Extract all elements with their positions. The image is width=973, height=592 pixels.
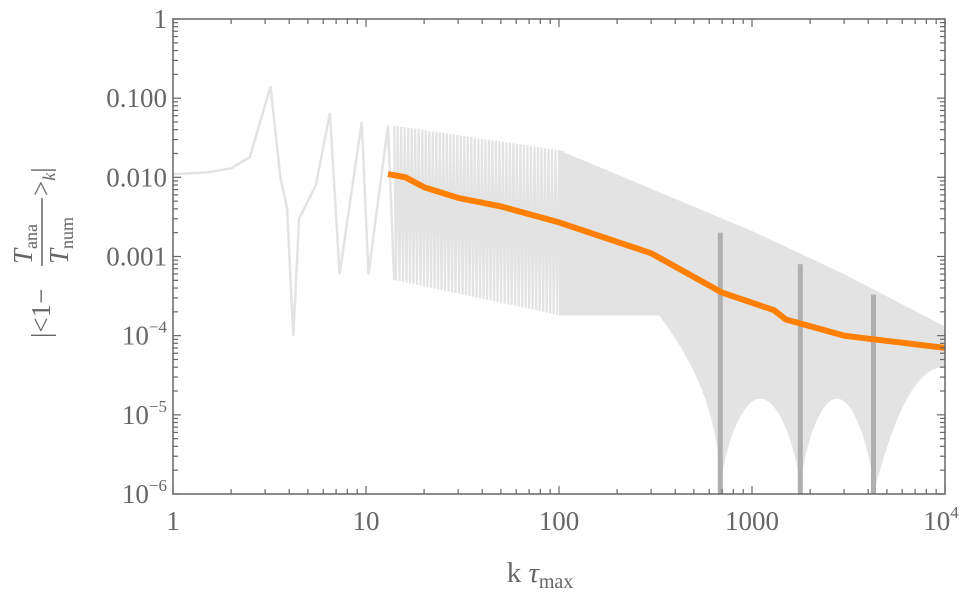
gray-dense-oscillations (393, 125, 564, 316)
gray-oscillation-line (173, 86, 396, 336)
y-axis-label: |<1− Tana Tnum >k| (8, 167, 77, 338)
vertical-marker-bar (797, 264, 803, 494)
x-tick-label: 1 (166, 506, 180, 536)
axis-ticks (172, 18, 946, 495)
y-tick-label: 0.001 (106, 242, 167, 272)
x-tick-label: 10 (353, 506, 380, 536)
y-label-suffix: >k| (26, 167, 59, 196)
gray-filled-band (559, 150, 945, 494)
y-tick-label: 0.010 (106, 162, 167, 192)
y-tick-label: 0.100 (106, 83, 167, 113)
orange-tail-line (785, 318, 945, 350)
x-tick-label: 104 (923, 503, 959, 536)
plot-clip-group (173, 86, 945, 494)
y-label-denominator: Tnum (44, 217, 77, 264)
x-tick-label: 100 (539, 506, 580, 536)
vertical-marker-bar (871, 294, 876, 494)
plot-area (173, 86, 945, 494)
x-label-tau: τ (528, 557, 540, 589)
x-tick-label: 1000 (725, 506, 779, 536)
y-label-numerator: Tana (8, 224, 41, 264)
y-tick-label: 1 (154, 4, 168, 34)
y-tick-label: 10−6 (122, 476, 167, 509)
y-tick-label: 10−4 (122, 318, 168, 351)
y-tick-labels: 1 0.100 0.010 0.001 10−4 10−5 10−6 (106, 4, 167, 509)
vertical-marker-bar (717, 232, 723, 494)
x-label-subscript: max (539, 571, 573, 592)
svg-text:k τmax: k τmax (507, 557, 574, 592)
y-tick-label: 10−5 (122, 397, 167, 430)
x-axis-label: k τmax (507, 557, 574, 592)
x-tick-labels: 1 10 100 1000 104 (166, 503, 959, 536)
y-label-prefix: |<1− (26, 289, 56, 338)
x-label-k: k (507, 557, 529, 589)
